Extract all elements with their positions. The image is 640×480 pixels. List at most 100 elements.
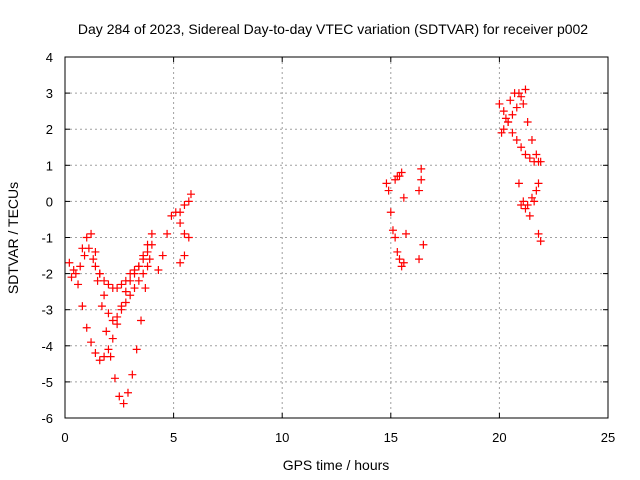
data-point (163, 229, 172, 238)
y-tick-labels: -6 -5 -4 -3 -2 -1 0 1 2 3 4 (41, 50, 53, 426)
y-tick-label: -2 (41, 267, 53, 282)
data-point (523, 117, 532, 126)
data-point (102, 327, 111, 336)
data-point (521, 204, 530, 213)
data-point (519, 197, 528, 206)
data-point (108, 316, 117, 325)
data-point (117, 305, 126, 314)
data-point (121, 276, 130, 285)
data-point (130, 284, 139, 293)
data-point (514, 89, 523, 98)
data-point (87, 229, 96, 238)
data-point (71, 269, 80, 278)
data-point (100, 276, 109, 285)
y-tick-label: 0 (46, 194, 53, 209)
data-point (65, 258, 74, 267)
data-point (113, 284, 122, 293)
data-point (512, 103, 521, 112)
data-point (499, 125, 508, 134)
y-tick-label: 4 (46, 50, 53, 65)
data-point (89, 255, 98, 264)
data-point (113, 320, 122, 329)
data-point (113, 312, 122, 321)
series-group (499, 85, 530, 134)
data-point (388, 226, 397, 235)
data-point (402, 229, 411, 238)
data-point (184, 197, 193, 206)
data-point (399, 193, 408, 202)
data-point (121, 298, 130, 307)
series-group (391, 168, 411, 238)
x-tick-label: 15 (384, 430, 398, 445)
data-point (536, 237, 545, 246)
y-tick-label: 3 (46, 86, 53, 101)
data-point (415, 255, 424, 264)
data-point (87, 338, 96, 347)
data-point (514, 179, 523, 188)
x-tick-label: 5 (170, 430, 177, 445)
data-point (95, 269, 104, 278)
y-tick-label: -4 (41, 339, 53, 354)
data-point (386, 208, 395, 217)
data-point (417, 164, 426, 173)
data-point (121, 287, 130, 296)
data-point (104, 309, 113, 318)
axis-ticks (64, 56, 609, 419)
data-point (128, 370, 137, 379)
data-point (126, 269, 135, 278)
grid (65, 57, 608, 418)
data-point (106, 352, 115, 361)
data-point (527, 136, 536, 145)
data-point (110, 374, 119, 383)
data-point (176, 258, 185, 267)
data-point (137, 316, 146, 325)
data-point (517, 201, 526, 210)
data-point (82, 233, 91, 242)
data-point (415, 186, 424, 195)
data-point (521, 150, 530, 159)
data-point (395, 255, 404, 264)
y-tick-label: 1 (46, 158, 53, 173)
series-group (154, 208, 193, 274)
x-tick-label: 20 (492, 430, 506, 445)
data-point (525, 154, 534, 163)
data-point (117, 280, 126, 289)
data-point (534, 179, 543, 188)
data-point (180, 229, 189, 238)
data-point (95, 356, 104, 365)
data-point (395, 172, 404, 181)
data-point (497, 128, 506, 137)
y-tick-label: -6 (41, 411, 53, 426)
series-group (78, 229, 152, 325)
series-group (67, 244, 154, 408)
data-point (504, 117, 513, 126)
y-tick-label: 2 (46, 122, 53, 137)
data-point (508, 110, 517, 119)
data-point (104, 345, 113, 354)
data-point (97, 302, 106, 311)
data-point (393, 247, 402, 256)
data-point (532, 150, 541, 159)
data-point (382, 179, 391, 188)
series-group (514, 179, 545, 246)
data-points (65, 85, 545, 408)
data-point (143, 262, 152, 271)
data-point (419, 240, 428, 249)
data-point (69, 265, 78, 274)
data-point (123, 388, 132, 397)
x-axis-label: GPS time / hours (283, 457, 390, 473)
data-point (399, 258, 408, 267)
data-point (506, 96, 515, 105)
data-point (180, 251, 189, 260)
data-point (78, 302, 87, 311)
data-point (499, 107, 508, 116)
data-point (167, 211, 176, 220)
data-point (180, 201, 189, 210)
data-point (397, 262, 406, 271)
data-point (184, 233, 193, 242)
data-point (91, 247, 100, 256)
x-tick-label: 25 (601, 430, 615, 445)
data-point (119, 399, 128, 408)
data-point (130, 265, 139, 274)
data-point (501, 114, 510, 123)
